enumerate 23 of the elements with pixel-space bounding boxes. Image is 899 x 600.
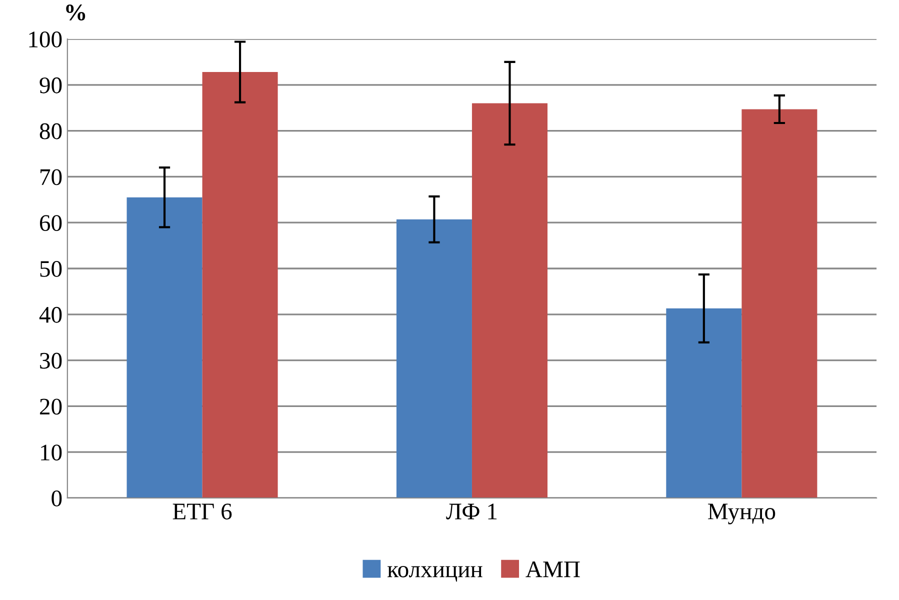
bar bbox=[202, 72, 278, 498]
y-tick-label: 40 bbox=[39, 306, 62, 323]
y-axis-title: % bbox=[66, 4, 86, 21]
x-tick-label: ЕТГ 6 bbox=[172, 504, 232, 520]
y-tick-label: 20 bbox=[40, 398, 62, 415]
y-tick-label: 70 bbox=[40, 169, 62, 186]
y-tick-label: 50 bbox=[40, 260, 62, 277]
y-tick-label: 0 bbox=[52, 490, 62, 506]
y-tick-label: 80 bbox=[40, 123, 62, 140]
bar bbox=[742, 109, 818, 498]
y-tick-label: 30 bbox=[40, 352, 62, 369]
y-tick-label: 100 bbox=[29, 31, 62, 48]
y-tick-label: 10 bbox=[41, 444, 62, 461]
legend-label: колхицин bbox=[387, 566, 482, 582]
bar bbox=[396, 219, 472, 498]
legend-label: АМП bbox=[526, 562, 580, 578]
y-tick-label: 60 bbox=[40, 215, 62, 232]
x-tick-label: ЛФ 1 bbox=[446, 504, 497, 520]
y-tick-label: 90 bbox=[40, 77, 62, 94]
bar bbox=[126, 197, 202, 498]
bar bbox=[666, 308, 742, 498]
bar bbox=[472, 103, 548, 498]
x-tick-label: Мундо bbox=[708, 504, 776, 524]
